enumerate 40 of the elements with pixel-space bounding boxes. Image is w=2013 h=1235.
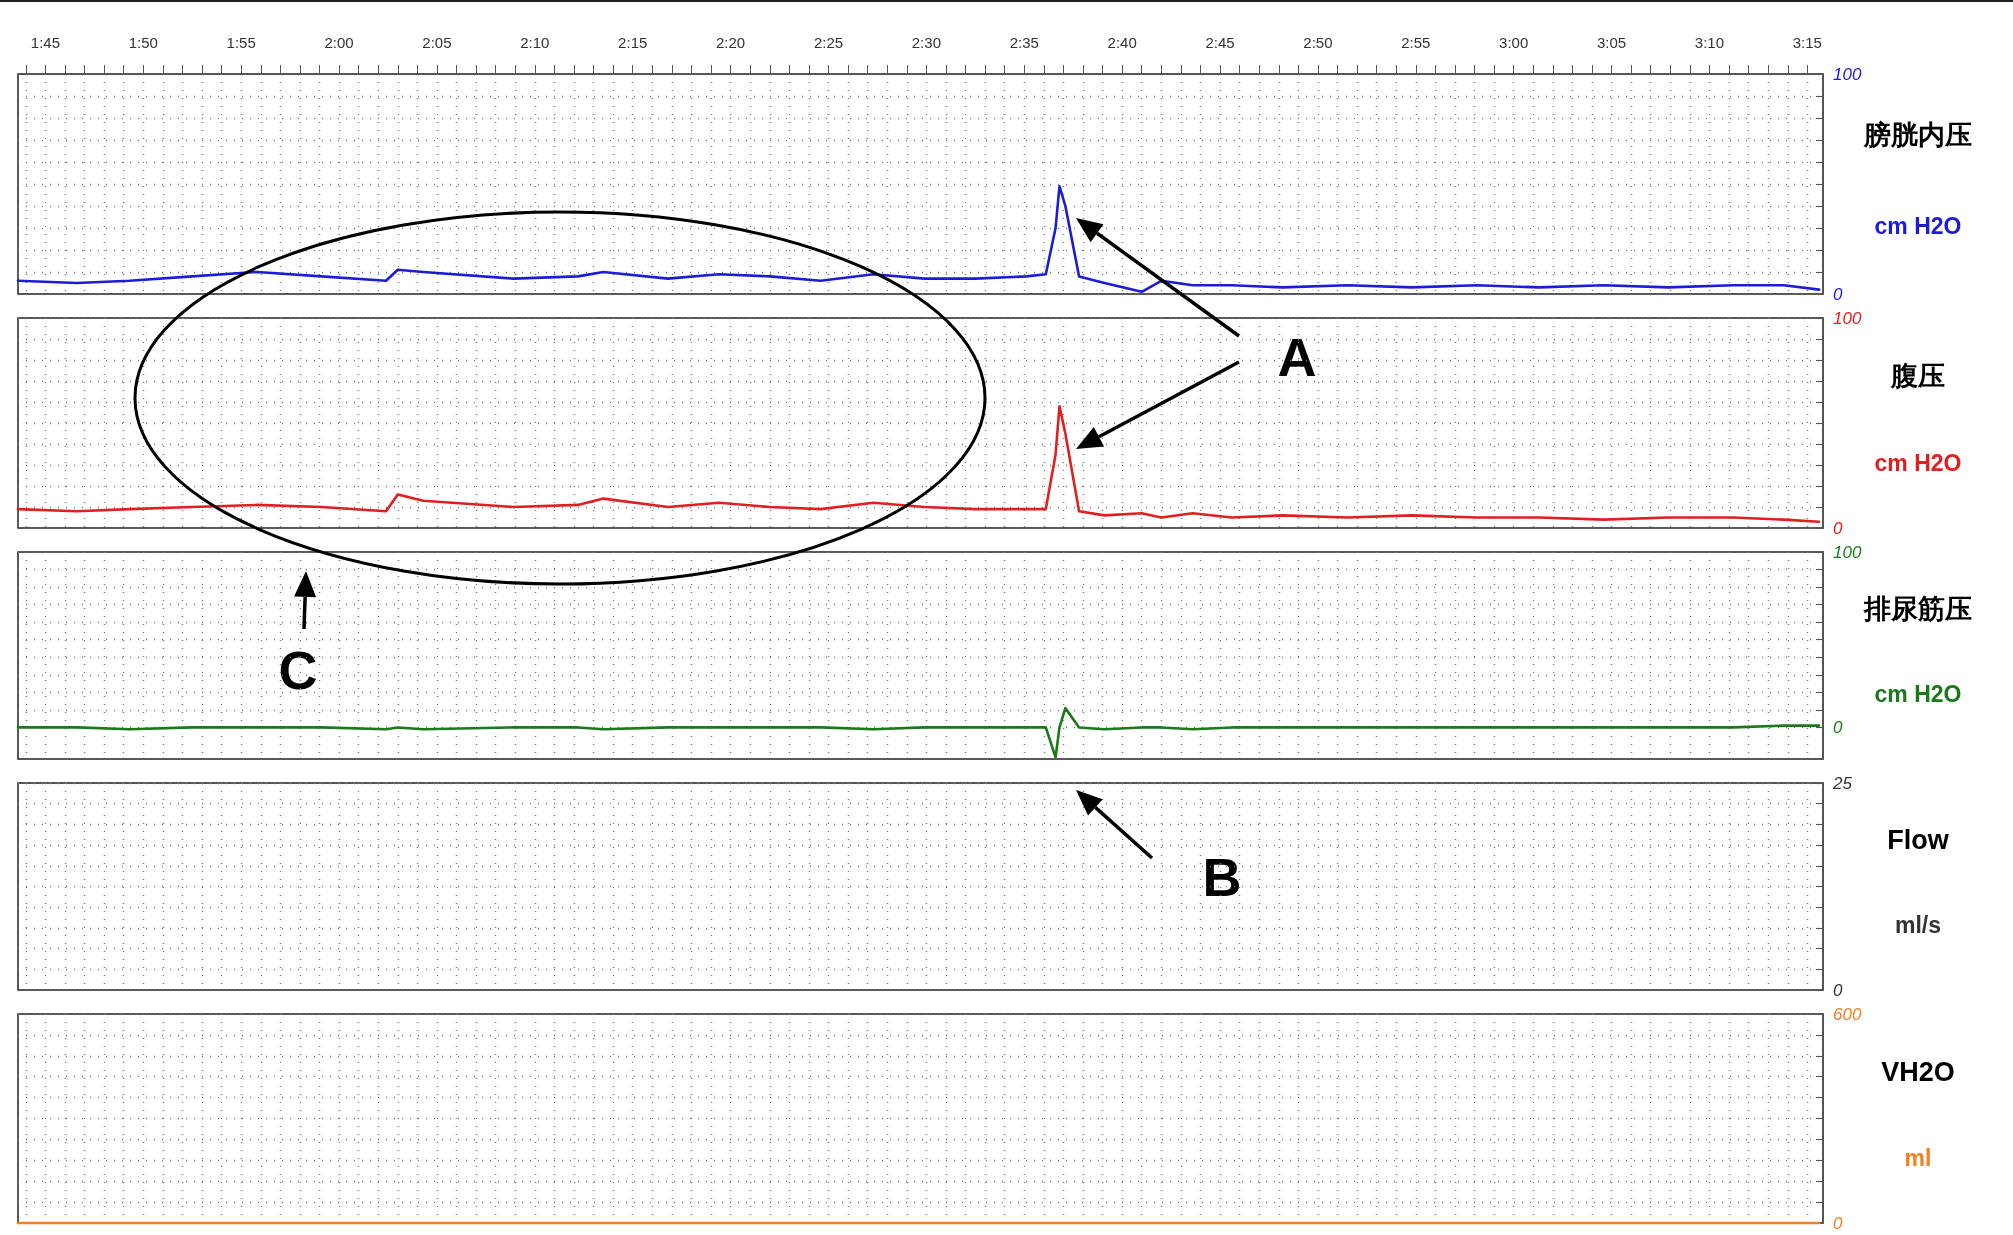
- x-tick-label: 2:35: [1009, 34, 1039, 51]
- text: Flow ml/s: [1887, 825, 1949, 939]
- annotation: A: [1277, 327, 1317, 387]
- x-tick-label: 2:55: [1401, 34, 1431, 51]
- text: 膀胱内压 cm H2O: [1864, 120, 1972, 239]
- y-tick-label: 100: [1833, 308, 1862, 328]
- y-tick-label: 25: [1832, 773, 1853, 793]
- text: 腹压 cm H2O: [1874, 361, 1962, 476]
- y-tick-label: 0: [1833, 1213, 1843, 1233]
- y-tick-label: 0: [1833, 284, 1843, 304]
- y-tick-label: 0: [1833, 518, 1843, 538]
- line-series: [16, 404, 1821, 523]
- x-tick-label: 2:45: [1205, 34, 1235, 51]
- annotation: B: [1202, 847, 1242, 907]
- y-tick-label: 0: [1833, 717, 1843, 737]
- text: 排尿筋压 cm H2O: [1864, 594, 1972, 708]
- x-tick-label: 3:00: [1499, 34, 1529, 51]
- x-tick-label: 2:00: [324, 34, 354, 51]
- y-tick-label: 600: [1833, 1004, 1862, 1024]
- x-tick-label: 2:25: [813, 34, 844, 51]
- line-series: [16, 184, 1821, 294]
- x-tick-label: 2:15: [618, 34, 648, 51]
- x-tick-label: 1:45: [30, 34, 61, 51]
- y-tick-label: 100: [1833, 542, 1862, 562]
- y-tick-label: 0: [1833, 980, 1843, 1000]
- line-series: [16, 706, 1821, 759]
- x-tick-label: 3:05: [1596, 34, 1627, 51]
- text: VH2O ml: [1881, 1057, 1955, 1171]
- x-tick-label: 2:20: [716, 34, 746, 51]
- x-tick-label: 2:05: [422, 34, 452, 51]
- x-tick-label: 2:50: [1303, 34, 1333, 51]
- x-tick-label: 2:10: [520, 34, 550, 51]
- x-tick-label: 1:55: [226, 34, 256, 51]
- y-tick-label: 100: [1833, 64, 1862, 84]
- x-tick-label: 2:30: [911, 34, 941, 51]
- x-tick-label: 1:50: [128, 34, 158, 51]
- x-tick-label: 3:15: [1792, 34, 1822, 51]
- x-tick-label: 2:40: [1107, 34, 1137, 51]
- annotation: C: [278, 640, 318, 700]
- x-tick-label: 3:10: [1694, 34, 1725, 51]
